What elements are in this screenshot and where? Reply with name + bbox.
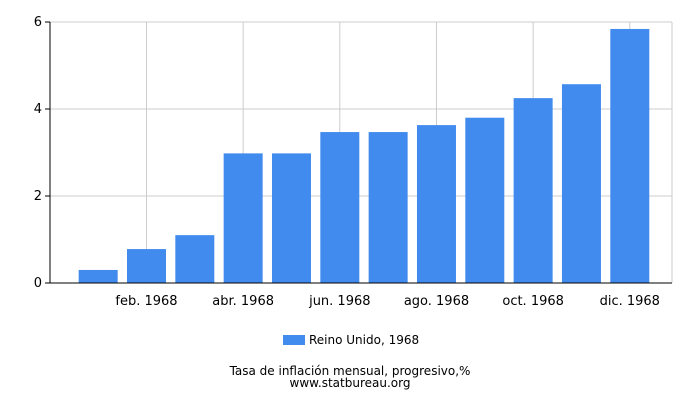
- x-tick-label: abr. 1968: [212, 294, 274, 309]
- axes: [45, 21, 672, 284]
- bar: [126, 249, 166, 283]
- y-tick-label: 6: [34, 15, 42, 30]
- x-tick-label: oct. 1968: [502, 294, 564, 309]
- bar: [610, 28, 650, 284]
- bar: [223, 153, 263, 283]
- source-link[interactable]: www.statbureau.org: [289, 376, 411, 390]
- bar: [271, 153, 311, 283]
- x-tick-label: dic. 1968: [600, 294, 660, 309]
- bar: [465, 117, 505, 283]
- y-tick-label: 2: [34, 189, 42, 204]
- y-tick-labels: 0 2 4 6: [34, 15, 42, 291]
- y-tick-label: 0: [34, 276, 42, 291]
- bar: [78, 269, 118, 283]
- bar: [368, 132, 408, 283]
- y-tick-label: 4: [34, 102, 42, 117]
- x-tick-label: ago. 1968: [404, 294, 469, 309]
- legend-swatch: [283, 335, 305, 345]
- bar: [561, 84, 601, 283]
- legend-label: Reino Unido, 1968: [309, 333, 420, 347]
- x-tick-labels: feb. 1968 abr. 1968 jun. 1968 ago. 1968 oct.…: [115, 294, 660, 309]
- x-tick-label: jun. 1968: [308, 294, 370, 309]
- bar: [320, 132, 360, 283]
- x-tick-label: feb. 1968: [115, 294, 177, 309]
- bar-series: [78, 28, 650, 284]
- bar: [416, 125, 456, 283]
- legend: Reino Unido, 1968: [283, 333, 419, 347]
- bar: [513, 98, 553, 283]
- bar: [175, 235, 215, 283]
- chart-title: Tasa de inflación mensual, progresivo,%: [229, 364, 471, 378]
